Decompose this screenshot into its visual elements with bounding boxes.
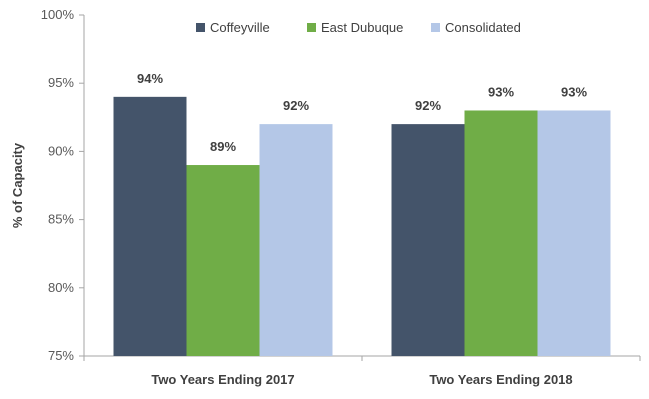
y-tick-label: 80%: [48, 280, 74, 295]
data-label: 93%: [488, 84, 514, 99]
y-tick-label: 90%: [48, 143, 74, 158]
legend-label: East Dubuque: [321, 20, 403, 35]
bar: [464, 110, 538, 356]
legend-swatch: [307, 23, 316, 32]
bar: [186, 165, 260, 356]
legend-swatch: [196, 23, 205, 32]
data-label: 93%: [561, 84, 587, 99]
legend-label: Coffeyville: [210, 20, 270, 35]
y-tick-label: 75%: [48, 348, 74, 363]
x-tick-label: Two Years Ending 2017: [151, 372, 294, 387]
chart-axes: 75% 80% 85% 90% 95% 100% Two Years Ending 2017…: [41, 7, 641, 387]
chart-data-labels: 94% 89% 92% 92% 93% 93%: [137, 71, 587, 154]
data-label: 92%: [415, 98, 441, 113]
x-tick-label: Two Years Ending 2018: [429, 372, 572, 387]
y-axis-title: % of Capacity: [10, 142, 25, 228]
y-tick-label: 85%: [48, 212, 74, 227]
bar: [259, 124, 333, 357]
data-label: 92%: [283, 98, 309, 113]
bar: [113, 96, 187, 356]
bar: [537, 110, 611, 356]
data-label: 89%: [210, 139, 236, 154]
legend-swatch: [431, 23, 440, 32]
y-tick-label: 95%: [48, 75, 74, 90]
legend-label: Consolidated: [445, 20, 521, 35]
chart-legend: Coffeyville East Dubuque Consolidated: [196, 20, 521, 35]
y-tick-label: 100%: [41, 7, 75, 22]
chart-bars: [113, 96, 611, 357]
bar: [391, 124, 465, 357]
data-label: 94%: [137, 71, 163, 86]
